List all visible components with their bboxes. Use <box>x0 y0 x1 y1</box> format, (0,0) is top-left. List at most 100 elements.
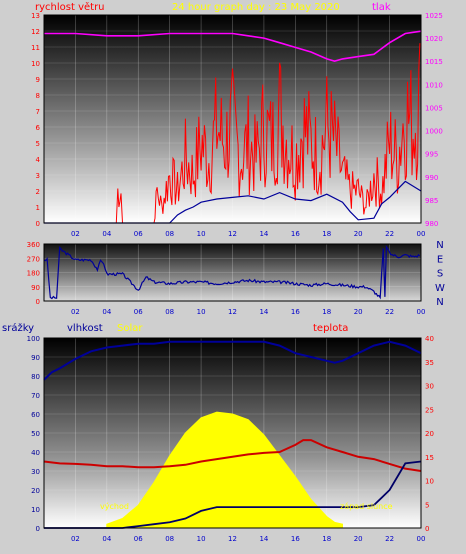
pressure-tick-label: 1010 <box>425 81 443 89</box>
pressure-tick-label: 1015 <box>425 58 443 66</box>
x-tick-label: 04 <box>102 308 111 316</box>
wind-speed-tick-label: 0 <box>36 220 40 228</box>
pressure-tick-label: 990 <box>425 174 438 182</box>
x-tick-label: 18 <box>322 535 331 543</box>
wind-mean-line <box>44 180 422 224</box>
x-tick-label: 04 <box>102 535 111 543</box>
x-tick-label: 14 <box>259 230 268 238</box>
x-tick-label: 12 <box>228 230 237 238</box>
x-tick-label: 22 <box>385 308 394 316</box>
direction-tick-label: 180 <box>27 270 40 278</box>
temperature-tick-label: 25 <box>425 406 434 414</box>
x-tick-label: 06 <box>134 308 143 316</box>
wind-speed-tick-label: 12 <box>31 28 40 36</box>
x-tick-label: 16 <box>291 535 300 543</box>
wind-speed-tick-label: 6 <box>36 124 41 132</box>
x-tick-label: 00 <box>417 230 426 238</box>
x-tick-label: 22 <box>385 535 394 543</box>
x-tick-label: 02 <box>71 230 80 238</box>
pressure-tick-label: 980 <box>425 220 438 228</box>
pressure-tick-label: 1005 <box>425 104 443 112</box>
wind-speed-tick-label: 2 <box>36 188 40 196</box>
precipitation-line <box>44 460 422 529</box>
x-tick-label: 20 <box>354 308 363 316</box>
humidity-tick-label: 40 <box>31 449 40 457</box>
x-tick-label: 14 <box>259 308 268 316</box>
wind-plot-area <box>44 15 421 223</box>
pressure-tick-label: 1000 <box>425 128 443 136</box>
x-tick-label: 20 <box>354 535 363 543</box>
pressure-axis-label: tlak <box>372 2 391 13</box>
x-tick-label: 16 <box>291 230 300 238</box>
x-tick-label: 16 <box>291 308 300 316</box>
x-tick-label: 10 <box>197 230 206 238</box>
wind-speed-tick-label: 9 <box>36 76 40 84</box>
humidity-line <box>43 340 422 381</box>
wind-speed-tick-label: 13 <box>31 12 40 20</box>
weather-plot-border <box>43 337 422 529</box>
wind-plot-border <box>43 14 422 224</box>
compass-label: N <box>436 240 443 251</box>
wind-speed-tick-label: 8 <box>36 92 40 100</box>
x-tick-label: 08 <box>165 535 174 543</box>
precipitation-axis-label: srážky <box>2 322 34 334</box>
pressure-tick-label: 1025 <box>425 12 443 20</box>
x-tick-label: 18 <box>322 308 331 316</box>
compass-label: S <box>437 269 443 280</box>
humidity-tick-label: 20 <box>31 487 40 495</box>
temperature-tick-label: 10 <box>425 478 434 486</box>
humidity-tick-label: 70 <box>31 392 40 400</box>
x-tick-label: 10 <box>197 308 206 316</box>
wind-speed-tick-label: 7 <box>36 108 40 116</box>
x-tick-label: 18 <box>322 230 331 238</box>
x-tick-label: 04 <box>102 230 111 238</box>
wind-direction-line <box>43 244 421 300</box>
chart-title: 24 hour graph day : 23 May 2020 <box>172 2 340 13</box>
direction-tick-label: 360 <box>27 241 40 249</box>
solar-area <box>106 411 343 529</box>
humidity-tick-label: 60 <box>31 411 40 419</box>
temperature-tick-label: 35 <box>425 359 434 367</box>
x-tick-label: 10 <box>197 535 206 543</box>
temperature-tick-label: 15 <box>425 454 434 462</box>
x-tick-label: 20 <box>354 230 363 238</box>
wind-speed-axis-label: rychlost větru <box>35 1 105 13</box>
x-tick-label: 12 <box>228 535 237 543</box>
pressure-tick-label: 995 <box>425 151 438 159</box>
temperature-line <box>43 439 422 472</box>
sunset-label: západ slunce <box>340 502 393 511</box>
wind-speed-tick-label: 4 <box>36 156 41 164</box>
x-tick-label: 08 <box>165 308 174 316</box>
x-tick-label: 06 <box>134 230 143 238</box>
humidity-tick-label: 0 <box>36 525 40 533</box>
x-tick-label: 00 <box>417 535 426 543</box>
pressure-tick-label: 985 <box>425 197 438 205</box>
x-tick-label: 02 <box>71 308 80 316</box>
direction-tick-label: 0 <box>36 298 40 306</box>
compass-label: W <box>435 283 445 294</box>
wind-speed-tick-label: 1 <box>36 204 40 212</box>
wind-speed-tick-label: 5 <box>36 140 40 148</box>
humidity-tick-label: 50 <box>31 430 40 438</box>
direction-tick-label: 270 <box>27 255 40 263</box>
direction-plot-border <box>43 243 422 302</box>
compass-label: E <box>437 254 443 265</box>
x-tick-label: 02 <box>71 535 80 543</box>
sunrise-label: východ <box>100 502 129 511</box>
temperature-tick-label: 30 <box>425 383 434 391</box>
humidity-tick-label: 10 <box>31 506 40 514</box>
x-tick-label: 08 <box>165 230 174 238</box>
humidity-tick-label: 30 <box>31 468 40 476</box>
x-tick-label: 06 <box>134 535 143 543</box>
humidity-axis-label: vlhkost <box>67 323 103 334</box>
temperature-tick-label: 40 <box>425 335 434 343</box>
temperature-tick-label: 5 <box>425 501 429 509</box>
direction-tick-label: 90 <box>31 284 40 292</box>
wind-speed-tick-label: 3 <box>36 172 40 180</box>
wind-speed-tick-label: 10 <box>31 60 40 68</box>
wind-speed-tick-label: 11 <box>31 44 40 52</box>
x-tick-label: 14 <box>259 535 268 543</box>
chart-series <box>43 30 422 529</box>
